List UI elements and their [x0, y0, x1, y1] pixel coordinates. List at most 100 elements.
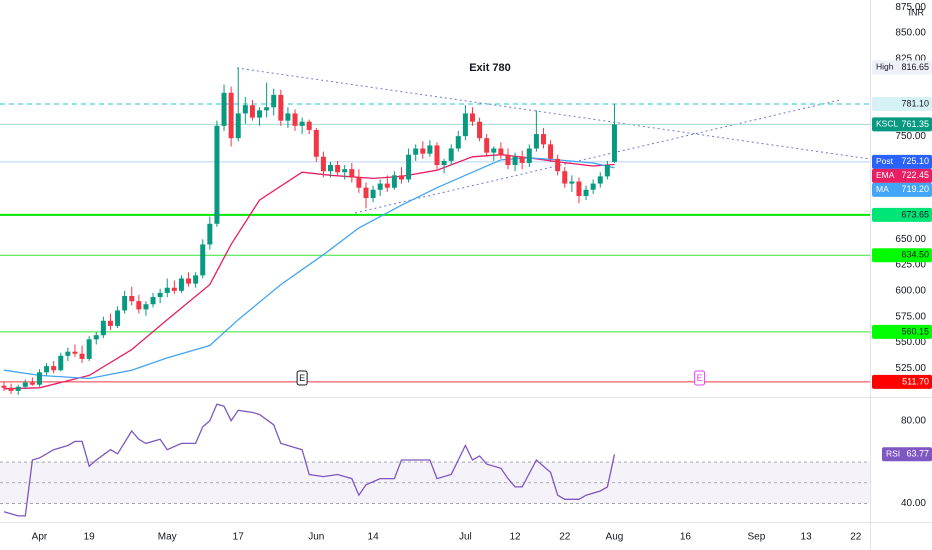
price-badge	[872, 182, 932, 197]
candle-body	[477, 121, 483, 139]
candle-body	[242, 105, 248, 114]
candle-body	[604, 165, 610, 177]
candle-body	[519, 156, 525, 163]
candle-body	[441, 160, 447, 166]
candle-body	[406, 154, 412, 180]
x-tick-label: Jun	[308, 532, 324, 543]
candle-body	[448, 148, 454, 161]
candle-body	[93, 335, 99, 340]
price-badge	[872, 97, 932, 112]
price-badge	[872, 374, 932, 389]
currency: INR	[909, 7, 925, 17]
badge-name: KSCL	[876, 119, 898, 129]
candle-body	[36, 372, 42, 385]
candle-body	[44, 366, 50, 373]
candle-body	[391, 175, 397, 188]
price-badge	[872, 154, 932, 169]
badge-name: MA	[876, 184, 889, 194]
candle-body	[583, 189, 589, 196]
candle-body	[455, 136, 461, 149]
x-tick-label: Sep	[748, 532, 766, 543]
x-tick-label: Jul	[459, 532, 472, 543]
candle-body	[398, 175, 404, 180]
badge-name: High	[876, 62, 894, 72]
rsi-line	[3, 403, 616, 517]
x-tick-label: Apr	[32, 532, 48, 543]
badge-value: 511.70	[902, 376, 929, 386]
y-tick-label: 825.00	[895, 53, 926, 64]
y-tick-label: 850.00	[895, 28, 926, 39]
x-tick-label: 16	[680, 532, 692, 543]
x-tick-label: 14	[368, 532, 380, 543]
x-tick-label: 19	[84, 532, 96, 543]
candle-body	[328, 165, 334, 172]
badge-value: 673.65	[901, 209, 929, 219]
candle-body	[540, 134, 546, 145]
candle-body	[555, 158, 561, 172]
x-tick-label: 13	[801, 532, 813, 543]
candle-body	[413, 148, 419, 155]
candle-body	[107, 320, 113, 326]
candle-body	[143, 304, 149, 310]
badge-name: EMA	[876, 170, 895, 180]
candle-body	[122, 295, 128, 311]
rsi-tick-label: 40.00	[901, 498, 926, 509]
candle-body	[505, 154, 511, 166]
event-marker	[296, 370, 308, 386]
y-tick-label: 525.00	[895, 363, 926, 374]
candle-body	[349, 169, 355, 178]
rsi-badge	[882, 447, 932, 462]
candle-body	[249, 105, 255, 118]
candle-body	[533, 134, 539, 149]
candle-body	[285, 113, 291, 121]
candle-body	[271, 94, 277, 108]
candle-body	[498, 148, 504, 155]
badge-value: 560.15	[901, 326, 929, 336]
badge-value: 719.20	[901, 184, 929, 194]
candle-body	[320, 156, 326, 172]
badge-name: Post	[876, 156, 894, 166]
candle-body	[512, 156, 518, 166]
rsi-badge-name: RSI	[886, 449, 900, 459]
candle-body	[164, 287, 170, 293]
candle-body	[193, 275, 199, 284]
badge-value: 761.35	[901, 119, 929, 129]
rsi-tick-label: 80.00	[901, 415, 926, 426]
candle-body	[214, 125, 220, 224]
price-badge	[872, 60, 932, 75]
y-tick-label: 625.00	[895, 260, 926, 271]
candle-body	[207, 223, 213, 245]
badge-value: 634.50	[901, 250, 929, 260]
candle-body	[484, 138, 490, 153]
candle-body	[299, 121, 305, 126]
candle-body	[427, 145, 433, 154]
candle-body	[377, 183, 383, 190]
candle-body	[434, 145, 440, 166]
candle-body	[384, 183, 390, 188]
candle-body	[79, 353, 85, 359]
event-label: E	[299, 373, 305, 383]
candle-body	[115, 310, 121, 326]
candle-body	[576, 181, 582, 196]
candle-body	[257, 110, 263, 118]
candle-body	[313, 129, 319, 157]
x-tick-label: 17	[233, 532, 245, 543]
x-tick-label: 22	[559, 532, 571, 543]
candle-body	[51, 366, 57, 371]
candle-body	[178, 278, 184, 291]
candle-body	[8, 387, 14, 391]
candle-body	[221, 92, 227, 126]
x-tick-label: 12	[510, 532, 522, 543]
candle-body	[65, 351, 71, 356]
candle-body	[86, 339, 92, 359]
y-tick-label: 550.00	[895, 337, 926, 348]
candle-body	[58, 355, 64, 371]
candle-body	[15, 386, 21, 391]
price-badge	[872, 168, 932, 183]
candle-body	[72, 351, 78, 354]
candle-body	[562, 171, 568, 184]
candle-body	[363, 187, 369, 199]
